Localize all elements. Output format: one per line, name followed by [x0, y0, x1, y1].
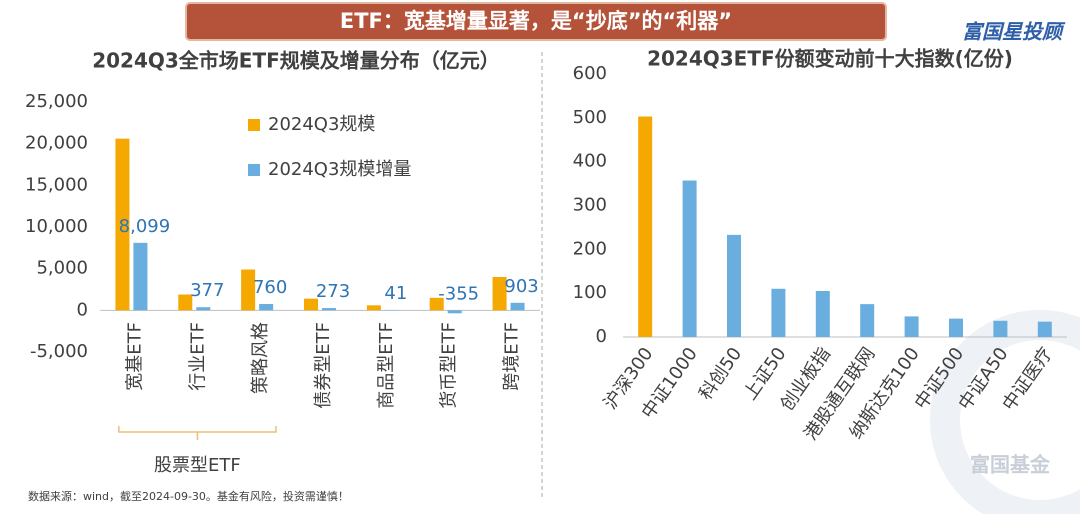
chart-title: 2024Q3ETF份额变动前十大指数(亿份): [647, 47, 1013, 71]
bar: [178, 294, 193, 311]
data-label: -355: [438, 283, 479, 304]
x-tick-label: 宽基ETF: [124, 322, 145, 391]
y-tick-label: 20,000: [25, 133, 88, 154]
y-tick-label: 500: [573, 107, 607, 128]
x-tick-label: 债券型ETF: [313, 322, 334, 409]
data-label: 41: [384, 283, 407, 304]
legend-swatch: [248, 164, 260, 176]
y-tick-label: 300: [573, 195, 607, 216]
x-tick-label: 货币型ETF: [439, 322, 460, 409]
bar: [429, 297, 444, 311]
y-tick-label: 0: [596, 326, 607, 347]
bar: [904, 316, 919, 337]
bar: [259, 304, 274, 311]
bar: [1037, 321, 1052, 337]
bar: [638, 116, 653, 337]
bar: [492, 277, 507, 311]
data-label: 760: [253, 277, 287, 298]
watermark: 富国基金: [970, 453, 1051, 477]
bar: [727, 234, 741, 337]
x-tick-label: 行业ETF: [187, 322, 208, 391]
group-label: 股票型ETF: [154, 455, 241, 476]
y-tick-label: 25,000: [25, 91, 88, 112]
legend-label: 2024Q3规模增量: [268, 159, 411, 180]
source-note: 数据来源：wind，截至2024-09-30。基金有风险，投资需谨慎！: [28, 489, 349, 503]
data-label: 903: [504, 276, 538, 297]
x-tick-label: 跨境ETF: [502, 322, 523, 391]
bar: [682, 180, 697, 337]
y-tick-label: 0: [77, 299, 88, 320]
x-tick-label: 科创50: [695, 344, 746, 404]
bar: [304, 298, 318, 311]
group-bracket: [118, 426, 277, 440]
x-tick-label: 商品型ETF: [376, 322, 397, 409]
brand-logo: 富国星投顾: [962, 20, 1066, 44]
y-tick-label: 400: [573, 151, 607, 172]
y-tick-label: 10,000: [25, 216, 88, 237]
y-tick-label: 200: [573, 238, 607, 259]
bar: [815, 290, 830, 337]
bar: [115, 138, 130, 311]
bar: [196, 307, 211, 311]
data-label: 377: [190, 280, 224, 301]
legend-swatch: [248, 119, 260, 131]
chart-title: 2024Q3全市场ETF规模及增量分布（亿元）: [92, 49, 500, 73]
bar: [133, 242, 148, 311]
data-label: 273: [316, 281, 350, 302]
bar: [771, 288, 786, 337]
bar: [241, 269, 256, 311]
y-tick-label: -5,000: [30, 341, 88, 362]
y-tick-label: 100: [573, 282, 607, 303]
x-tick-label: 策略风格: [250, 322, 271, 394]
watermark-shape: [930, 310, 1080, 514]
bar: [949, 318, 963, 337]
y-tick-label: 600: [573, 63, 607, 84]
y-tick-label: 5,000: [36, 258, 88, 279]
bar: [510, 302, 525, 311]
y-tick-label: 15,000: [25, 174, 88, 195]
legend-label: 2024Q3规模: [268, 114, 375, 135]
bar: [993, 320, 1008, 337]
bar: [322, 308, 336, 311]
banner: [185, 2, 887, 41]
data-label: 8,099: [119, 216, 171, 237]
banner-title: ETF：宽基增量显著，是“抄底”的“利器”: [340, 9, 732, 33]
bar: [366, 305, 381, 311]
bar: [447, 310, 462, 314]
bar: [860, 304, 875, 337]
